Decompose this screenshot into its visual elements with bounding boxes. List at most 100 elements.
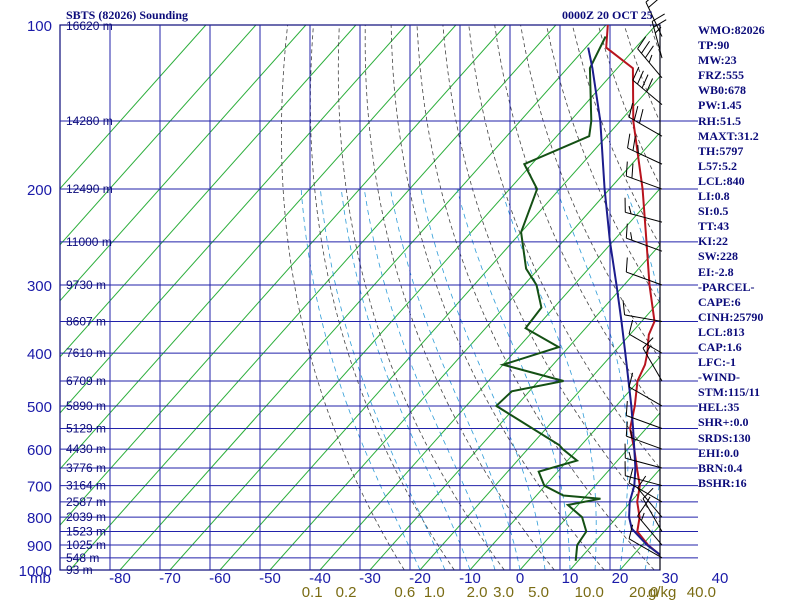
observation-time: 0000Z 20 OCT 25 — [562, 8, 653, 22]
index-item: CAPE:6 — [698, 294, 741, 309]
index-item: HEL:35 — [698, 400, 740, 415]
index-item: STM:115/11 — [698, 385, 761, 400]
mixing-ratio-label: 0.1 — [302, 584, 323, 600]
temperature-tick-label: 30 — [662, 570, 679, 587]
wind-barb-flag — [645, 0, 650, 3]
wind-barb-staff — [637, 48, 663, 79]
wind-barb-flag — [637, 475, 647, 489]
isotherm-line — [60, 25, 257, 246]
isotherm-line — [519, 412, 660, 570]
height-label: 14280 m — [66, 114, 113, 128]
wind-barb-flag — [648, 54, 653, 63]
wind-barb — [624, 197, 663, 223]
dry-adiabat-line — [572, 25, 660, 246]
parcel-profile — [587, 47, 660, 556]
wind-barb-flag — [622, 300, 626, 315]
wind-barb — [622, 300, 663, 323]
wind-barb-flag — [628, 102, 634, 118]
wind-barb-flag — [625, 421, 628, 437]
mixing-ratio-label: 2.0 — [467, 584, 488, 600]
height-label: 11000 m — [66, 235, 112, 249]
isotherm-line — [770, 25, 800, 570]
height-label: 9730 m — [66, 278, 106, 292]
height-label: 1025 m — [66, 538, 106, 552]
wind-barb-staff — [626, 175, 663, 190]
wind-barb-staff — [628, 333, 663, 354]
index-item: KI:22 — [698, 234, 728, 249]
stability-indices-list: WMO:82026 TP:90 MW:23 FRZ:555 WB0:678 PW:1.45… — [698, 23, 765, 491]
height-label: 2587 m — [66, 495, 106, 509]
wind-barb-flag — [628, 319, 634, 335]
isotherm-line — [169, 25, 657, 570]
index-item: -PARCEL- — [698, 279, 755, 294]
wind-barb — [625, 257, 663, 286]
wind-barb-flag — [654, 26, 662, 34]
wind-barb — [625, 161, 663, 190]
index-item: MAXT:31.2 — [698, 128, 759, 143]
pressure-tick-label: 200 — [27, 182, 52, 199]
pressure-tick-label: 300 — [27, 278, 52, 295]
moist-adiabat-line — [363, 189, 496, 570]
wind-barb — [637, 503, 663, 546]
wind-barb-staff — [628, 116, 663, 137]
pressure-tick-label: 600 — [27, 442, 52, 459]
index-item: SI:0.5 — [698, 204, 729, 219]
isotherm-line — [69, 25, 557, 570]
index-item: SHR+:0.0 — [698, 415, 749, 430]
temperature-tick-label: -10 — [459, 570, 481, 587]
wind-barb-staff — [645, 1, 663, 37]
height-label: 2039 m — [66, 510, 106, 524]
index-item: MW:23 — [698, 53, 737, 68]
moist-adiabat-line — [501, 188, 597, 570]
index-item: EI:-2.8 — [698, 264, 734, 279]
temperature-tick-label: -20 — [409, 570, 431, 587]
wind-barb-flag — [640, 512, 645, 521]
wind-barb-flag — [625, 223, 628, 239]
height-label: 8607 m — [66, 315, 106, 329]
wind-barb — [642, 337, 663, 382]
index-item: EHI:0.0 — [698, 445, 740, 460]
wind-barb-staff — [626, 237, 663, 252]
mixing-ratio-label: 1.0 — [424, 584, 445, 600]
height-label: 5129 m — [66, 421, 106, 435]
wind-barb-staff — [625, 457, 663, 469]
index-item: -WIND- — [698, 370, 740, 385]
chart-title: SBTS (82026) Sounding — [66, 8, 189, 22]
height-label: 16620 m — [66, 19, 113, 33]
temperature-tick-label: -70 — [159, 570, 181, 587]
isotherm-line — [269, 131, 660, 570]
index-item: LCL:813 — [698, 324, 745, 339]
wind-barb-staff — [628, 386, 663, 407]
temperature-tick-label: -80 — [109, 570, 131, 587]
isotherm-line — [60, 25, 207, 190]
isotherm-line — [60, 25, 307, 302]
wind-barb-flag — [637, 145, 639, 154]
wind-barb-flag — [637, 70, 644, 85]
height-label: 4430 m — [66, 442, 106, 456]
wind-barb-flag — [628, 468, 634, 484]
height-label: 7610 m — [66, 346, 106, 360]
mixing-ratio-label: 0.2 — [336, 584, 357, 600]
pressure-tick-label: 700 — [27, 479, 52, 496]
temperature-profile — [605, 25, 660, 557]
wind-barb-staff — [627, 147, 663, 165]
temperature-tick-label: -50 — [259, 570, 281, 587]
height-label: 93 m — [66, 563, 93, 577]
wind-barb-flag — [641, 74, 649, 89]
wind-barb-flag — [633, 105, 639, 121]
wind-barb-flag — [628, 205, 632, 214]
isotherm-line — [60, 25, 507, 526]
wind-barb-staff — [628, 482, 663, 503]
mixing-ratio-label: 10.0 — [575, 584, 604, 600]
index-item: L57:5.2 — [698, 158, 737, 173]
wind-barb-flag — [625, 400, 628, 416]
wind-barb — [637, 36, 663, 79]
wind-barb — [624, 443, 663, 469]
index-item: FRZ:555 — [698, 68, 744, 83]
isotherm-line — [469, 356, 660, 570]
wind-barb-flag — [625, 257, 628, 273]
mixing-ratio-label: 5.0 — [528, 584, 549, 600]
dry-adiabat-line — [780, 25, 800, 570]
wind-barb-flag — [644, 45, 654, 59]
